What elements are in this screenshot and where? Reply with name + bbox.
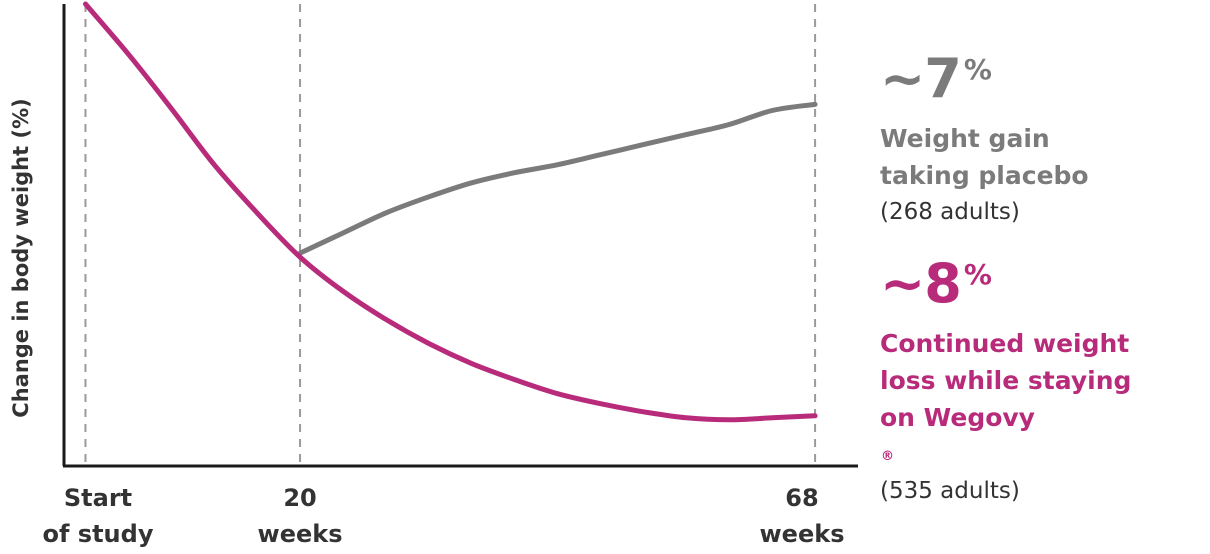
wegovy-stat-value: ~8 [880,252,962,315]
x-tick-labels: Start of study 20 weeks 68 weeks [43,484,845,548]
x-tick-label-line: weeks [258,520,343,548]
wegovy-stat-unit: % [963,258,992,291]
wegovy-description-line: Continued weight [880,329,1130,358]
wegovy-stat: ~8% [880,257,1200,311]
guide-lines [84,4,817,466]
x-tick-label-w20: 20 weeks [258,484,343,548]
placebo-stat-unit: % [963,53,992,86]
x-tick-label-line: Start [64,484,132,512]
placebo-result: ~7% Weight gain taking placebo (268 adul… [880,52,1200,231]
x-tick-label-line: 68 [785,484,818,512]
series-lines [83,1,818,423]
x-tick-label-line: 20 [283,484,316,512]
wegovy-description: Continued weight loss while staying on W… [880,325,1200,473]
placebo-stat: ~7% [880,52,1200,106]
x-tick-label-line: weeks [760,520,845,548]
wegovy-description-line: loss while staying [880,366,1132,395]
wegovy-count: (535 adults) [880,478,1020,504]
placebo-series-line [297,101,818,256]
placebo-description-line: Weight gain [880,124,1050,153]
wegovy-result: ~8% Continued weight loss while staying … [880,257,1200,510]
y-axis-label: Change in body weight (%) [9,98,33,417]
x-tick-label-start: Start of study [43,484,154,548]
x-tick-label-w68: 68 weeks [760,484,845,548]
registered-mark: ® [881,449,894,464]
results-panel: ~7% Weight gain taking placebo (268 adul… [880,52,1200,510]
weight-change-chart: Change in body weight (%) Start of study 2… [9,1,858,548]
placebo-count: (268 adults) [880,199,1020,225]
wegovy-description-line: on Wegovy ® [880,399,1200,473]
placebo-stat-value: ~7 [880,47,962,110]
placebo-description-line: taking placebo [880,161,1089,190]
placebo-description: Weight gain taking placebo [880,120,1200,194]
wegovy-series-line [83,1,818,423]
x-tick-label-line: of study [43,520,154,548]
wegovy-brand: on Wegovy [880,403,1035,432]
